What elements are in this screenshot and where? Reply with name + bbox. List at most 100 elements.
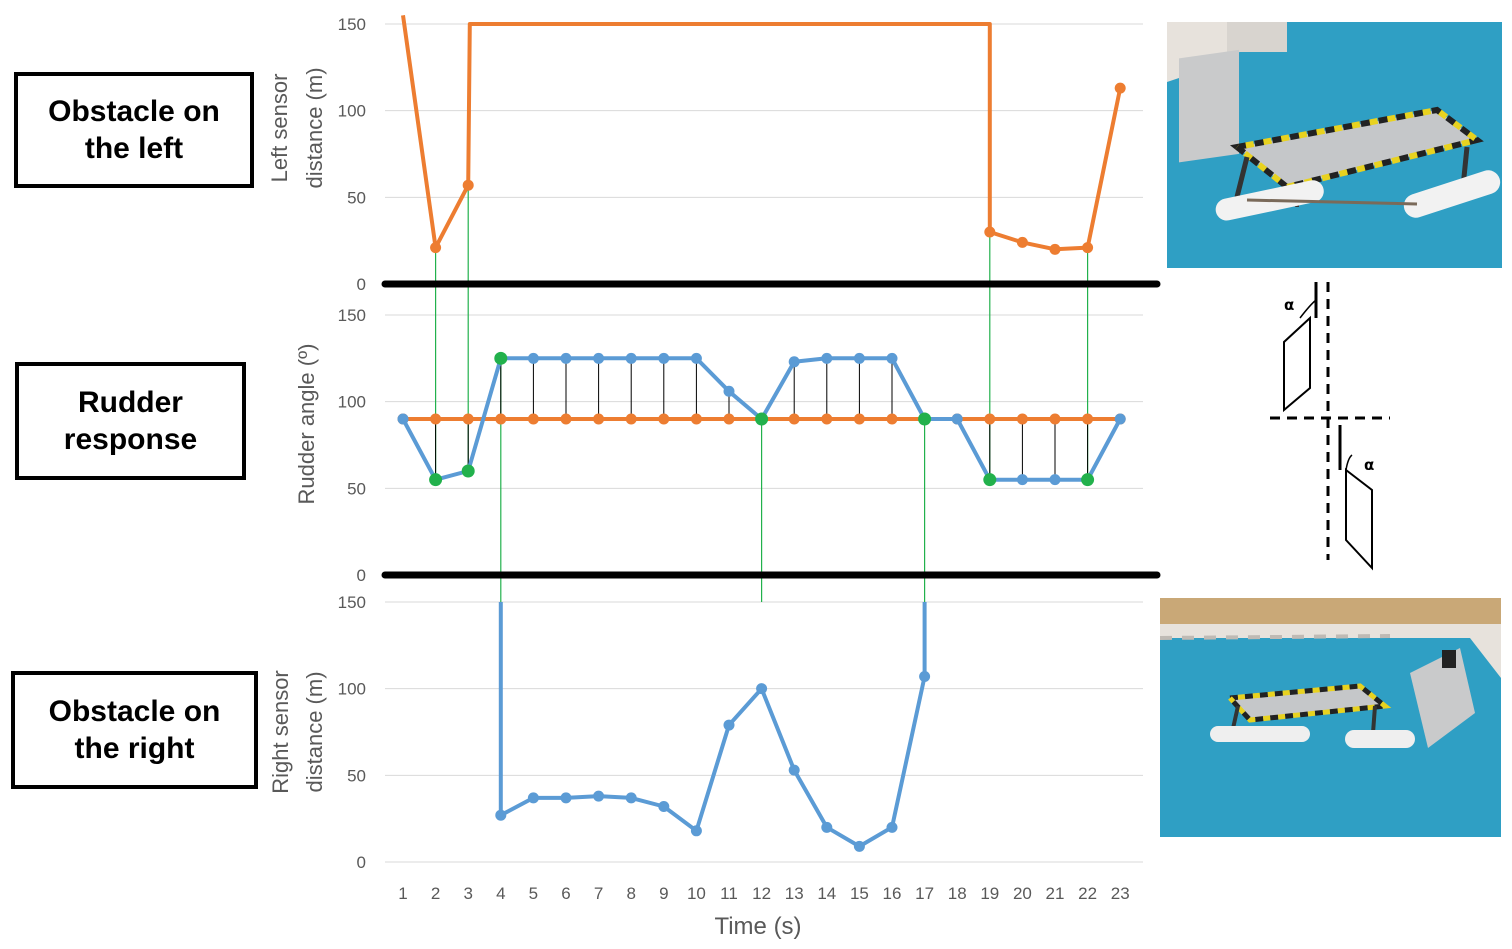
right-sensor-point xyxy=(625,792,637,804)
rudder-neutral-point xyxy=(625,413,637,425)
alpha-symbol-top: α xyxy=(1284,296,1294,314)
rudder-angle-point xyxy=(1114,413,1126,425)
x-tick-label: 1 xyxy=(398,884,407,903)
left-sensor-point xyxy=(1016,236,1028,248)
right-sensor-point xyxy=(593,790,605,802)
highlight-point xyxy=(1081,473,1095,487)
x-tick-label: 10 xyxy=(687,884,706,903)
x-tick-label: 19 xyxy=(980,884,999,903)
obstacle-left-label: Obstacle on the left xyxy=(14,72,254,188)
right-sensor-ylabel-line1: Right sensor xyxy=(268,670,293,794)
x-tick-label: 5 xyxy=(529,884,538,903)
rudder-angle-point xyxy=(821,352,833,364)
right-sensor-ylabel-line2: distance (m) xyxy=(302,671,327,792)
highlight-point xyxy=(429,473,443,487)
highlight-point xyxy=(983,473,997,487)
rudder-angle-point xyxy=(1049,474,1061,486)
rudder-neutral-point xyxy=(430,413,442,425)
x-tick-label: 21 xyxy=(1046,884,1065,903)
data-series xyxy=(397,15,1126,852)
rudder-angle-point xyxy=(397,413,409,425)
x-tick-label: 11 xyxy=(720,884,738,903)
rudder-angle-diagram xyxy=(1270,282,1390,571)
rudder-neutral-point xyxy=(462,413,474,425)
rudder-neutral-point xyxy=(821,413,833,425)
right-sensor-point xyxy=(853,840,865,852)
y-tick-label: 50 xyxy=(347,479,366,498)
right-sensor-point xyxy=(560,792,572,804)
left-sensor-point xyxy=(1082,242,1094,254)
x-tick-label: 9 xyxy=(659,884,668,903)
x-tick-label: 2 xyxy=(431,884,440,903)
x-tick-label: 15 xyxy=(850,884,869,903)
rudder-angle-point xyxy=(1016,474,1028,486)
rudder-neutral-point xyxy=(527,413,539,425)
x-tick-label: 14 xyxy=(817,884,836,903)
time-xlabel: Time (s) xyxy=(714,913,801,940)
left-sensor-point xyxy=(1114,82,1126,94)
rudder-angle-point xyxy=(527,352,539,364)
rudder-angle-point xyxy=(788,356,800,368)
rudder-neutral-point xyxy=(593,413,605,425)
y-tick-label: 50 xyxy=(347,766,366,785)
x-tick-label: 20 xyxy=(1013,884,1032,903)
right-sensor-point xyxy=(723,719,735,731)
rudder-angle-point xyxy=(593,352,605,364)
left-sensor-point xyxy=(430,242,442,254)
rudder-neutral-point xyxy=(560,413,572,425)
right-sensor-point xyxy=(886,821,898,833)
highlight-point xyxy=(494,351,508,365)
right-sensor-point xyxy=(821,821,833,833)
rudder-angle-point xyxy=(723,385,735,397)
right-sensor-point xyxy=(495,809,507,821)
rudder-neutral-point xyxy=(1049,413,1061,425)
right-sensor-line xyxy=(498,602,927,849)
rudder-angle-point xyxy=(853,352,865,364)
left-sensor-point xyxy=(1049,243,1061,255)
right-sensor-point xyxy=(919,671,931,683)
left-sensor-line xyxy=(401,15,1123,252)
y-tick-label: 0 xyxy=(357,566,366,585)
x-tick-label: 7 xyxy=(594,884,603,903)
x-tick-label: 17 xyxy=(915,884,934,903)
x-tick-label: 13 xyxy=(785,884,804,903)
rudder-neutral-point xyxy=(1016,413,1028,425)
rudder-neutral-point xyxy=(984,413,996,425)
rudder-neutral-point xyxy=(1082,413,1094,425)
x-tick-label: 4 xyxy=(496,884,505,903)
right-sensor-point xyxy=(527,792,539,804)
rudder-neutral-point xyxy=(886,413,898,425)
rudder-neutral-point xyxy=(788,413,800,425)
rudder-angle-point xyxy=(560,352,572,364)
rudder-neutral-point xyxy=(658,413,670,425)
y-tick-label: 150 xyxy=(338,306,366,325)
rudder-neutral-point xyxy=(853,413,865,425)
y-tick-label: 100 xyxy=(338,393,366,412)
rudder-deflection-lines xyxy=(435,358,1089,480)
y-tick-label: 100 xyxy=(338,102,366,121)
rudder-angle-point xyxy=(658,352,670,364)
boat-photo-obstacle-right xyxy=(1160,598,1501,837)
highlight-point xyxy=(918,412,932,426)
y-tick-label: 0 xyxy=(357,275,366,294)
right-sensor-point xyxy=(756,683,768,695)
rudder-neutral-point xyxy=(690,413,702,425)
rudder-angle-ylabel: Rudder angle (º) xyxy=(294,344,319,505)
x-tick-label: 23 xyxy=(1111,884,1130,903)
right-sensor-point xyxy=(788,764,800,776)
x-tick-label: 16 xyxy=(883,884,902,903)
y-tick-label: 0 xyxy=(357,853,366,872)
rudder-angle-point xyxy=(625,352,637,364)
alpha-symbol-bottom: α xyxy=(1364,456,1374,474)
left-sensor-ylabel-line2: distance (m) xyxy=(302,67,327,188)
rudder-response-label: Rudder response xyxy=(15,362,246,480)
left-sensor-point xyxy=(462,179,474,191)
left-sensor-point xyxy=(984,226,996,238)
grid-lines xyxy=(385,23,1143,863)
y-tick-label: 150 xyxy=(338,15,366,34)
rudder-angle-point xyxy=(690,352,702,364)
y-tick-label: 150 xyxy=(338,593,366,612)
left-sensor-series xyxy=(401,15,1126,255)
right-sensor-point xyxy=(690,825,702,837)
